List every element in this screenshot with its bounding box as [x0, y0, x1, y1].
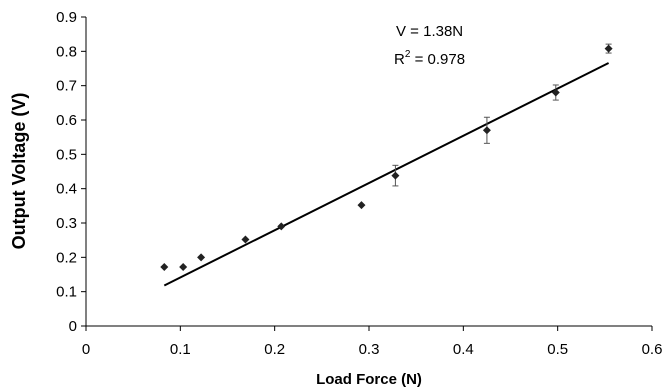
y-tick-label: 0.6 [56, 112, 77, 129]
x-tick-label: 0.2 [264, 341, 285, 358]
x-tick-label: 0.5 [547, 341, 568, 358]
y-tick-label: 0.7 [56, 78, 77, 95]
y-tick-label: 0 [69, 318, 77, 335]
x-axis-title: Load Force (N) [316, 371, 422, 388]
data-points [160, 43, 613, 271]
data-point [482, 126, 491, 135]
r-squared-value: = 0.978 [410, 51, 465, 68]
x-tick-label: 0.3 [359, 341, 380, 358]
y-axis-title: Output Voltage (V) [9, 93, 29, 250]
y-tick-label: 0.3 [56, 215, 77, 232]
y-tick-label: 0.4 [56, 181, 77, 198]
data-point [357, 201, 366, 210]
r-squared-prefix: R [394, 51, 405, 68]
x-tick-label: 0 [82, 341, 90, 358]
trendline [163, 62, 610, 287]
data-point [277, 222, 286, 231]
data-point [179, 262, 188, 271]
r-squared-annotation: R2 = 0.978 [394, 49, 465, 68]
data-point [391, 171, 400, 180]
data-point [197, 253, 206, 262]
data-point [160, 262, 169, 271]
y-tick-label: 0.1 [56, 284, 77, 301]
x-tick-label: 0.6 [642, 341, 662, 358]
data-point [241, 235, 250, 244]
equation-annotation: V = 1.38N [396, 23, 463, 40]
y-tick-label: 0.2 [56, 249, 77, 266]
data-point [604, 44, 613, 53]
axes [85, 17, 652, 327]
y-axis-ticks: 0 0.1 0.2 0.3 0.4 0.5 0.6 0.7 0.8 0.9 [56, 9, 86, 335]
x-tick-label: 0.1 [170, 341, 191, 358]
y-tick-label: 0.8 [56, 43, 77, 60]
trendline-group [163, 62, 610, 287]
data-point [551, 88, 560, 97]
r-squared-superscript: 2 [405, 49, 411, 60]
x-tick-label: 0.4 [453, 341, 474, 358]
y-tick-label: 0.9 [56, 9, 77, 26]
y-tick-label: 0.5 [56, 146, 77, 163]
x-axis-ticks: 0 0.1 0.2 0.3 0.4 0.5 0.6 [82, 326, 662, 358]
